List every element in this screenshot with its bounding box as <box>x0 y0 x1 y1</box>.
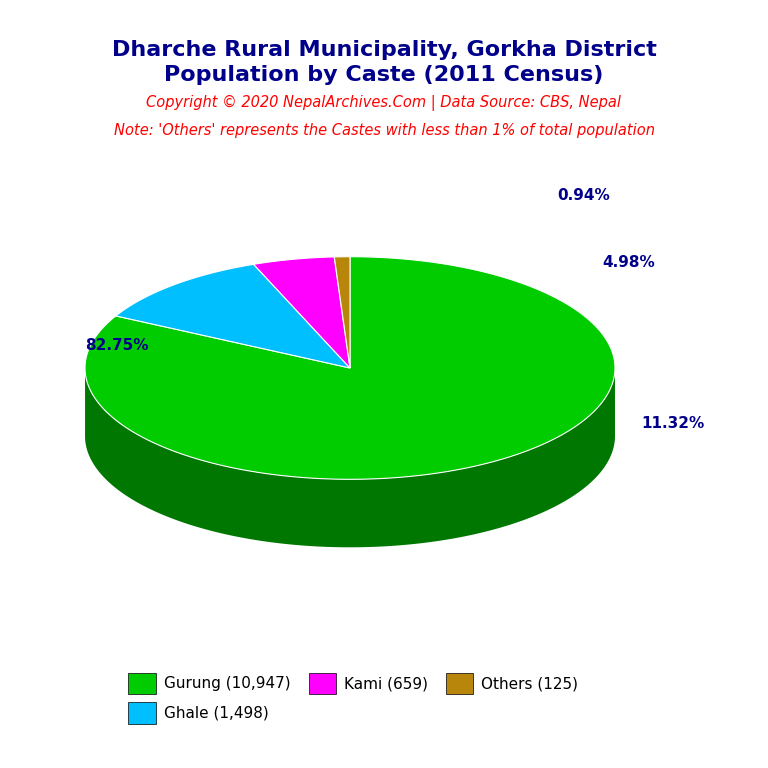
Text: Note: 'Others' represents the Castes with less than 1% of total population: Note: 'Others' represents the Castes wit… <box>114 123 654 137</box>
Text: 4.98%: 4.98% <box>602 255 654 270</box>
Polygon shape <box>85 369 615 548</box>
Polygon shape <box>116 264 350 368</box>
Legend: Gurung (10,947), Ghale (1,498), Kami (659), Others (125): Gurung (10,947), Ghale (1,498), Kami (65… <box>122 667 584 730</box>
Text: 11.32%: 11.32% <box>642 416 705 431</box>
Text: Dharche Rural Municipality, Gorkha District: Dharche Rural Municipality, Gorkha Distr… <box>111 40 657 60</box>
Text: 82.75%: 82.75% <box>85 338 148 353</box>
Text: Copyright © 2020 NepalArchives.Com | Data Source: CBS, Nepal: Copyright © 2020 NepalArchives.Com | Dat… <box>147 95 621 111</box>
Polygon shape <box>334 257 350 368</box>
Text: 0.94%: 0.94% <box>557 188 610 203</box>
Text: Population by Caste (2011 Census): Population by Caste (2011 Census) <box>164 65 604 85</box>
Polygon shape <box>85 257 615 479</box>
Polygon shape <box>253 257 350 368</box>
